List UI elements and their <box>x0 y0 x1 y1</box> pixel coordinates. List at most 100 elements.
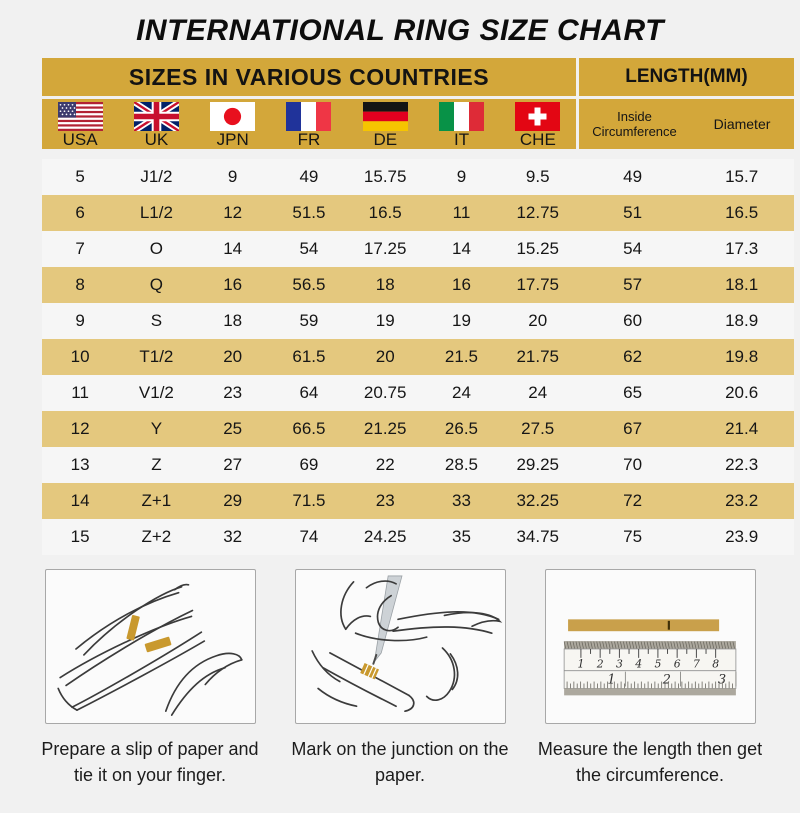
ring-size-chart-page: INTERNATIONAL RING SIZE CHART SIZES IN V… <box>0 13 800 813</box>
step-2-caption: Mark on the junction on the paper. <box>291 739 509 785</box>
svg-text:8: 8 <box>712 658 719 671</box>
table-cell: 15.7 <box>725 167 759 186</box>
table-cell: 75 <box>623 527 643 546</box>
table-cell: 72 <box>623 491 643 510</box>
table-cell: 66.5 <box>292 419 326 438</box>
table-cell: 15 <box>70 527 90 546</box>
table-cell: 49 <box>623 167 643 186</box>
table-cell: J1/2 <box>140 167 173 186</box>
size-chart-table: SIZES IN VARIOUS COUNTRIES LENGTH(MM) <box>42 58 794 555</box>
ruler-bottom-ticks <box>566 681 733 689</box>
table-cell: 11 <box>71 383 89 402</box>
japan-flag-icon <box>210 102 256 131</box>
table-row: 9 S 18 59 19 19 20 60 18.9 <box>42 303 794 339</box>
table-cell: 59 <box>299 311 319 330</box>
table-cell: 23 <box>223 383 243 402</box>
table-cell: 54 <box>623 239 643 258</box>
table-cell: 15.25 <box>516 239 559 258</box>
table-cell: 23.9 <box>725 527 759 546</box>
table-cell: Q <box>149 275 164 294</box>
table-cell: 51 <box>623 203 643 222</box>
svg-text:3: 3 <box>615 658 622 671</box>
table-cell: O <box>149 239 164 258</box>
column-label: IT <box>454 130 470 149</box>
length-columns: Inside Circumference Diameter <box>579 99 794 149</box>
table-cell: 25 <box>223 419 243 438</box>
table-cell: 8 <box>75 275 85 294</box>
step-1-illustration-box <box>44 569 256 724</box>
table-cell: 9 <box>456 167 467 186</box>
svg-text:1: 1 <box>607 673 615 688</box>
table-cell: Y <box>150 419 163 438</box>
table-cell: 54 <box>299 239 319 258</box>
column-label: USA <box>62 130 98 149</box>
table-cell: 26.5 <box>444 419 478 438</box>
switzerland-flag-icon <box>515 102 561 131</box>
svg-text:1: 1 <box>577 658 584 671</box>
table-cell: 67 <box>623 419 643 438</box>
table-cell: V1/2 <box>138 383 174 402</box>
table-cell: 18.9 <box>725 311 759 330</box>
step-2-illustration-box <box>294 569 506 724</box>
table-cell: 35 <box>452 527 471 546</box>
table-cell: 24.25 <box>363 527 407 546</box>
table-cell: 60 <box>623 311 643 330</box>
table-cell: 24 <box>528 383 548 402</box>
table-row: 5 J1/2 9 49 15.75 9 9.5 49 15.7 <box>42 159 794 195</box>
column-label: UK <box>144 130 169 149</box>
svg-text:7: 7 <box>692 658 699 671</box>
column-header-inside-circumference: Inside Circumference <box>592 109 677 139</box>
table-cell: 9 <box>75 311 85 330</box>
table-cell: 34.75 <box>516 527 559 546</box>
table-cell: 56.5 <box>292 275 326 294</box>
table-cell: 27.5 <box>521 419 555 438</box>
table-cell: 33 <box>452 491 471 510</box>
table-cell: 32 <box>223 527 243 546</box>
france-flag-icon <box>286 102 332 131</box>
table-cell: 20.75 <box>363 383 407 402</box>
column-label: JPN <box>216 130 249 149</box>
table-cell: 15.75 <box>363 167 407 186</box>
table-cell: 13 <box>70 455 90 474</box>
step-3-caption: Measure the length then get the circumfe… <box>537 739 763 785</box>
table-cell: 11 <box>452 203 471 222</box>
column-label: FR <box>297 130 321 149</box>
table-cell: 64 <box>299 383 319 402</box>
step-2: Mark on the junction on the paper. <box>275 569 525 788</box>
table-cell: 20 <box>223 347 243 366</box>
table-cell: 24 <box>452 383 471 402</box>
table-cell: 21.5 <box>444 347 478 366</box>
column-header-diameter: Diameter <box>713 116 771 132</box>
step-1-caption: Prepare a slip of paper and tie it on yo… <box>41 739 259 785</box>
table-cell: 29 <box>223 491 243 510</box>
column-header-jpn: JPN <box>195 99 271 149</box>
table-cell: 16 <box>223 275 243 294</box>
column-header-che: CHE <box>500 99 576 149</box>
table-cell: 20 <box>375 347 395 366</box>
svg-text:6: 6 <box>673 658 680 671</box>
table-cell: 17.75 <box>516 275 559 294</box>
paper-strip <box>567 619 719 632</box>
usa-flag-icon <box>57 102 103 131</box>
svg-text:5: 5 <box>654 658 661 671</box>
page-title: INTERNATIONAL RING SIZE CHART <box>136 14 664 47</box>
table-cell: 14 <box>223 239 243 258</box>
table-cell: 62 <box>623 347 643 366</box>
italy-flag-icon <box>439 102 485 131</box>
column-header-de: DE <box>347 99 423 149</box>
svg-text:4: 4 <box>634 658 642 671</box>
table-cell: 16.5 <box>725 203 759 222</box>
length-section-header: LENGTH(MM) <box>579 58 794 96</box>
svg-text:2: 2 <box>595 658 603 671</box>
column-header-uk: UK <box>118 99 194 149</box>
table-cell: 71.5 <box>292 491 326 510</box>
size-table-body: 5 J1/2 9 49 15.75 9 9.5 49 15.7 6 L1/2 12 51.5 16.5 11… <box>42 159 794 555</box>
table-cell: 21.4 <box>725 419 759 438</box>
table-cell: 16 <box>452 275 471 294</box>
ruler-bottom-scale: 1 2 3 <box>607 671 736 688</box>
table-cell: 74 <box>299 527 319 546</box>
column-label: DE <box>373 130 398 149</box>
table-cell: 20.6 <box>725 383 759 402</box>
